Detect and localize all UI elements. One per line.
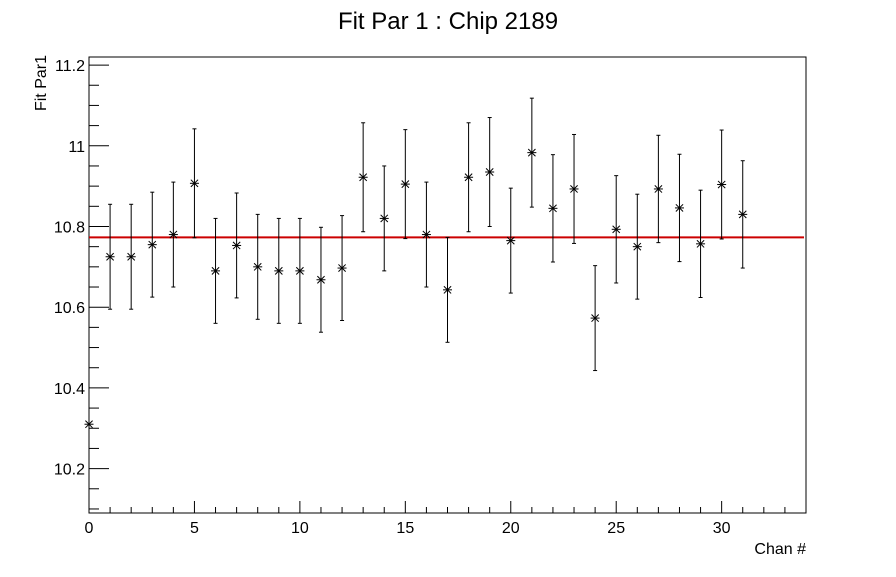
data-point xyxy=(464,122,474,233)
data-point xyxy=(400,129,410,240)
marker-stroke xyxy=(253,262,262,271)
data-point xyxy=(126,203,136,310)
marker-stroke xyxy=(274,266,283,275)
data-point xyxy=(653,134,663,244)
marker-stroke xyxy=(612,225,621,234)
marker-stroke xyxy=(485,168,494,176)
marker-stroke xyxy=(696,239,705,248)
marker-stroke xyxy=(359,173,368,182)
marker-stroke xyxy=(232,241,241,250)
y-tick-label: 10.6 xyxy=(54,300,85,317)
chart-title: Fit Par 1 : Chip 2189 xyxy=(338,8,558,35)
data-point xyxy=(337,215,347,322)
axes-layer: 0 5 10 15 20 25 30 10.2 10.4 10.6 10.8 11 11.2 xyxy=(54,58,807,537)
data-point xyxy=(295,217,305,324)
marker-stroke xyxy=(654,185,663,193)
data-point xyxy=(379,165,389,272)
marker-stroke xyxy=(633,242,642,251)
marker-stroke xyxy=(338,264,347,273)
marker-stroke xyxy=(506,236,515,245)
data-point xyxy=(189,128,199,239)
data-point xyxy=(316,226,326,333)
data-point xyxy=(527,97,537,208)
y-axis-label: Fit Par1 xyxy=(33,55,50,111)
x-tick-label: 5 xyxy=(190,520,199,537)
x-tick-label: 30 xyxy=(713,520,731,537)
marker-stroke xyxy=(317,275,325,284)
data-point xyxy=(485,117,495,227)
marker-stroke xyxy=(738,210,747,219)
marker-stroke xyxy=(169,230,178,239)
marker-stroke xyxy=(464,173,473,182)
data-point xyxy=(211,217,221,324)
y-tick-label: 10.8 xyxy=(54,219,85,236)
marker-stroke xyxy=(675,203,684,212)
data-point xyxy=(506,187,516,294)
data-point xyxy=(611,175,621,284)
data-points-layer xyxy=(84,97,748,429)
marker-stroke xyxy=(570,185,578,193)
data-point xyxy=(738,160,748,269)
data-point xyxy=(548,154,558,263)
x-axis-label: Chan # xyxy=(754,541,806,558)
data-point xyxy=(84,420,94,429)
data-point xyxy=(674,153,684,263)
marker-stroke xyxy=(443,285,452,294)
data-point xyxy=(590,265,600,372)
x-tick-label: 15 xyxy=(396,520,414,537)
x-tick-label: 10 xyxy=(291,520,309,537)
data-point xyxy=(569,133,579,244)
x-tick-label: 0 xyxy=(85,520,94,537)
y-tick-label: 10.4 xyxy=(54,381,85,398)
y-tick-label: 11.2 xyxy=(55,58,85,75)
data-point xyxy=(274,217,284,324)
marker-stroke xyxy=(127,252,136,261)
y-tick-label: 11 xyxy=(68,139,85,156)
marker-stroke xyxy=(548,204,557,213)
x-tick-label: 25 xyxy=(607,520,625,537)
marker-stroke xyxy=(717,180,726,189)
data-point xyxy=(443,236,452,343)
data-point xyxy=(696,189,706,299)
marker-stroke xyxy=(401,180,410,189)
y-tick-label: 10.2 xyxy=(54,462,85,479)
marker-stroke xyxy=(211,266,220,275)
data-point xyxy=(232,192,242,299)
data-point xyxy=(421,181,431,288)
marker-stroke xyxy=(422,230,431,239)
marker-stroke xyxy=(85,420,93,429)
data-point xyxy=(105,203,115,310)
marker-stroke xyxy=(106,252,115,261)
marker-stroke xyxy=(295,266,304,275)
data-point xyxy=(253,213,263,320)
data-point xyxy=(147,191,157,298)
data-point xyxy=(717,129,727,240)
marker-stroke xyxy=(591,314,600,323)
x-tick-label: 20 xyxy=(502,520,520,537)
data-point xyxy=(168,181,178,288)
marker-stroke xyxy=(380,214,389,223)
marker-stroke xyxy=(148,240,157,249)
data-point xyxy=(632,193,642,300)
data-point xyxy=(358,122,368,233)
marker-stroke xyxy=(527,148,536,157)
marker-stroke xyxy=(190,179,199,188)
